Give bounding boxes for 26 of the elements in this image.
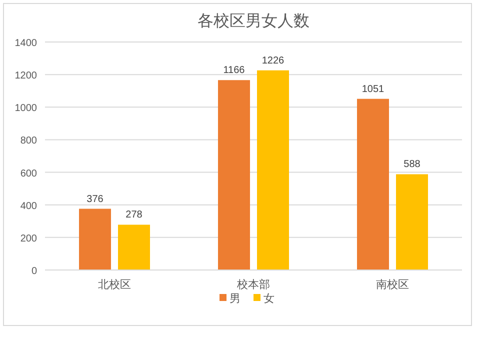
bar: [396, 174, 428, 270]
data-label: 278: [126, 210, 143, 221]
y-tick-label: 200: [20, 233, 38, 244]
data-label: 1226: [262, 55, 285, 66]
bar: [218, 80, 250, 270]
data-label: 1166: [223, 65, 246, 76]
bar: [118, 224, 150, 270]
x-tick-label: 北校区: [98, 278, 131, 291]
data-label: 376: [86, 194, 104, 205]
x-tick-label: 南校区: [376, 278, 409, 291]
bar: [357, 98, 389, 270]
y-tick-label: 1400: [14, 38, 38, 49]
y-tick-label: 1200: [14, 70, 38, 82]
y-tick-label: 1000: [14, 103, 38, 114]
y-tick-label: 800: [20, 136, 38, 147]
y-tick-label: 0: [31, 266, 38, 277]
y-tick-label: 400: [20, 200, 38, 212]
bar: [79, 208, 111, 270]
data-label: 1051: [362, 84, 385, 95]
legend-label: 男: [230, 293, 240, 305]
data-label: 588: [404, 159, 421, 170]
bar: [257, 70, 289, 270]
x-tick-label: 校本部: [236, 278, 270, 291]
y-tick-label: 600: [20, 168, 38, 180]
chart-title: 各校区男女人数: [198, 12, 310, 30]
legend-label: 女: [264, 293, 274, 305]
